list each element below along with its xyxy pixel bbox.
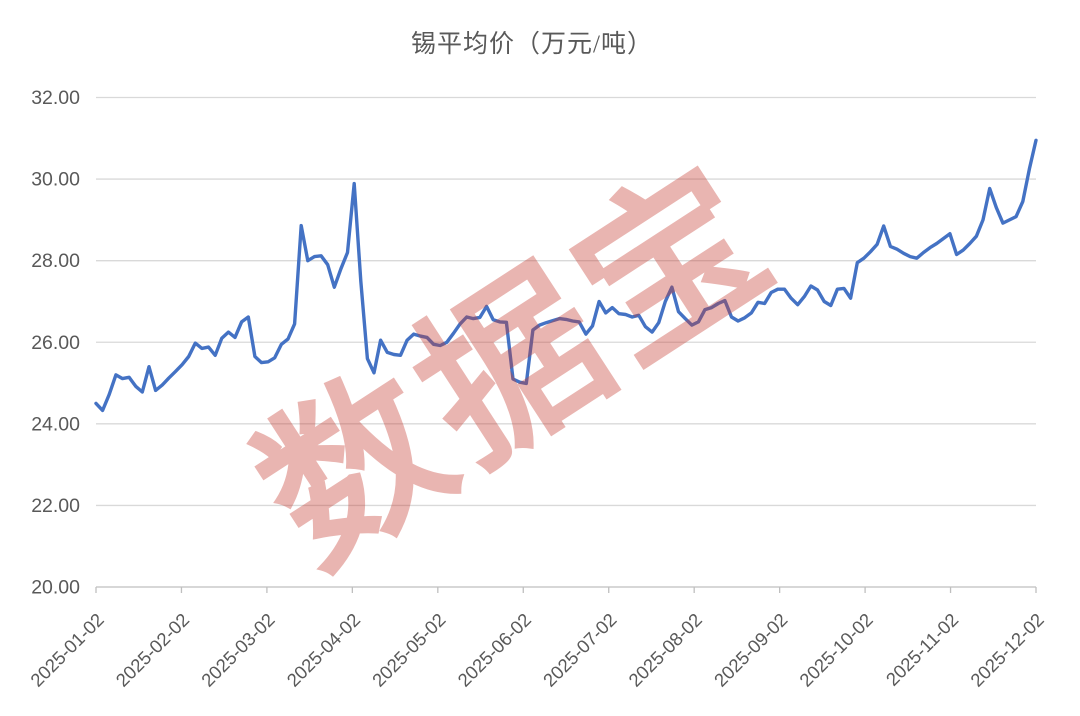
x-tick-label: 2025-04-02: [282, 609, 364, 691]
y-axis-labels: 20.00 22.00 24.00 26.00 28.00 30.00 32.00: [31, 87, 80, 599]
x-axis: [95, 586, 1037, 593]
y-tick-label: 22.00: [31, 495, 80, 517]
x-tick-label: 2025-02-02: [112, 609, 194, 691]
x-tick-label: 2025-11-02: [882, 609, 963, 690]
x-axis-labels: 2025-01-02 2025-02-02 2025-03-02 2025-04-02…: [26, 609, 1048, 691]
price-line: [94, 138, 1038, 413]
x-tick-label: 2025-10-02: [795, 609, 877, 691]
x-tick-label: 2025-05-02: [368, 609, 450, 691]
y-tick-label: 26.00: [31, 332, 80, 354]
x-tick-label: 2025-07-02: [539, 609, 621, 691]
y-tick-label: 24.00: [31, 413, 80, 435]
y-tick-label: 20.00: [31, 577, 80, 599]
x-tick-label: 2025-08-02: [624, 609, 706, 691]
y-tick-label: 32.00: [31, 87, 80, 109]
x-tick-label: 2025-01-02: [26, 609, 108, 691]
x-tick-label: 2025-12-02: [966, 609, 1048, 691]
chart-title: 锡平均价（万元/吨）: [411, 31, 653, 58]
x-tick-label: 2025-06-02: [453, 609, 535, 691]
x-tick-label: 2025-03-02: [197, 609, 279, 691]
y-gridlines: [96, 96, 1036, 507]
y-tick-label: 28.00: [31, 250, 80, 272]
y-tick-label: 30.00: [31, 169, 80, 191]
x-tick-label: 2025-09-02: [710, 609, 792, 691]
